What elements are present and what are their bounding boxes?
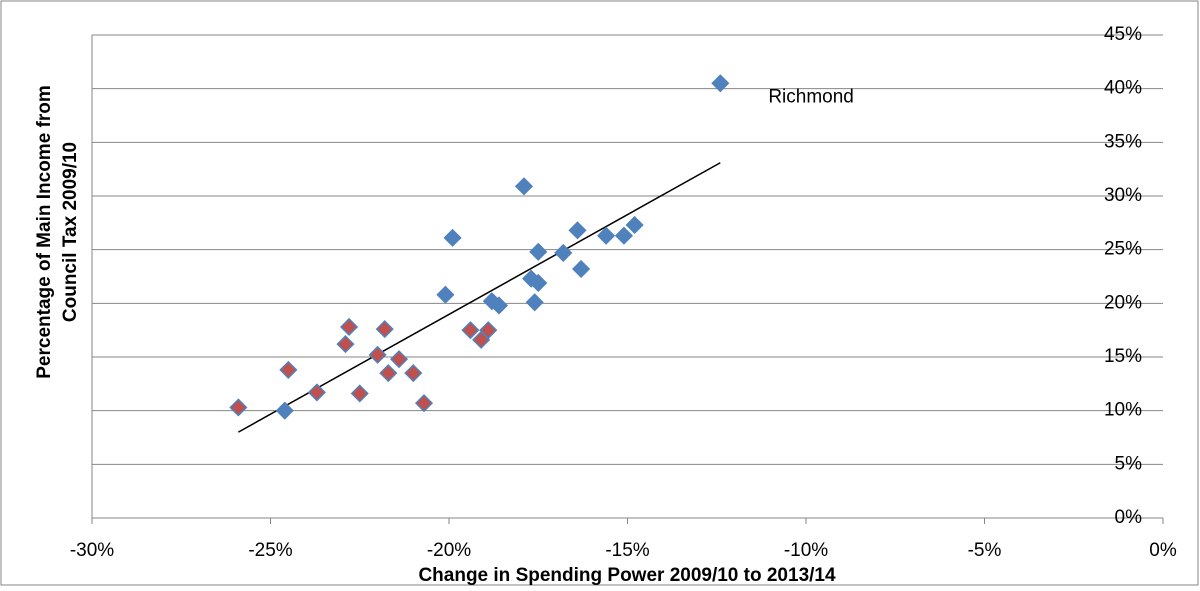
data-point bbox=[479, 321, 498, 340]
x-tick-label: -30% bbox=[70, 540, 114, 561]
data-point bbox=[350, 384, 369, 403]
annotation: Richmond bbox=[768, 86, 854, 107]
y-tick-label: 25% bbox=[1104, 239, 1142, 260]
data-point bbox=[279, 360, 298, 379]
data-point bbox=[307, 383, 326, 402]
y-axis-title: Council Tax 2009/10 bbox=[60, 142, 81, 322]
data-point bbox=[443, 228, 462, 247]
data-point bbox=[414, 394, 434, 413]
data-point bbox=[375, 320, 394, 339]
data-point bbox=[525, 293, 544, 312]
data-point bbox=[529, 273, 548, 293]
data-point bbox=[336, 335, 355, 354]
x-tick-label: -5% bbox=[968, 540, 1002, 561]
data-point bbox=[489, 296, 509, 315]
data-point bbox=[229, 398, 248, 417]
y-tick-label: 40% bbox=[1104, 78, 1142, 99]
y-tick-label: 15% bbox=[1104, 346, 1142, 367]
data-point bbox=[368, 345, 387, 364]
data-point bbox=[572, 259, 591, 279]
y-tick-label: 35% bbox=[1104, 131, 1142, 152]
x-tick-label: -10% bbox=[784, 540, 828, 561]
data-point bbox=[711, 74, 730, 93]
data-point bbox=[554, 243, 573, 262]
x-tick-label: -15% bbox=[605, 540, 649, 561]
data-point bbox=[275, 401, 294, 420]
data-point bbox=[597, 226, 616, 245]
x-tick-label: -20% bbox=[427, 540, 471, 561]
y-tick-label: 10% bbox=[1104, 400, 1142, 421]
y-tick-label: 20% bbox=[1104, 292, 1142, 313]
data-point bbox=[625, 215, 644, 235]
data-point bbox=[461, 321, 480, 340]
y-tick-label: 5% bbox=[1115, 453, 1143, 474]
data-point bbox=[379, 364, 398, 383]
data-point bbox=[389, 350, 409, 369]
data-point bbox=[614, 226, 633, 245]
x-tick-label: 0% bbox=[1149, 540, 1177, 561]
data-point bbox=[436, 285, 455, 304]
data-point bbox=[514, 177, 534, 196]
y-tick-label: 30% bbox=[1104, 185, 1142, 206]
data-point bbox=[404, 364, 423, 383]
y-axis-title: Percentage of Main Income from bbox=[34, 85, 55, 379]
data-point bbox=[529, 242, 548, 261]
y-tick-label: 45% bbox=[1104, 24, 1142, 45]
data-point bbox=[568, 221, 587, 240]
y-tick-label: 0% bbox=[1115, 507, 1143, 528]
x-tick-label: -25% bbox=[248, 540, 292, 561]
data-point bbox=[339, 317, 359, 337]
x-axis-title: Change in Spending Power 2009/10 to 2013… bbox=[418, 565, 836, 586]
